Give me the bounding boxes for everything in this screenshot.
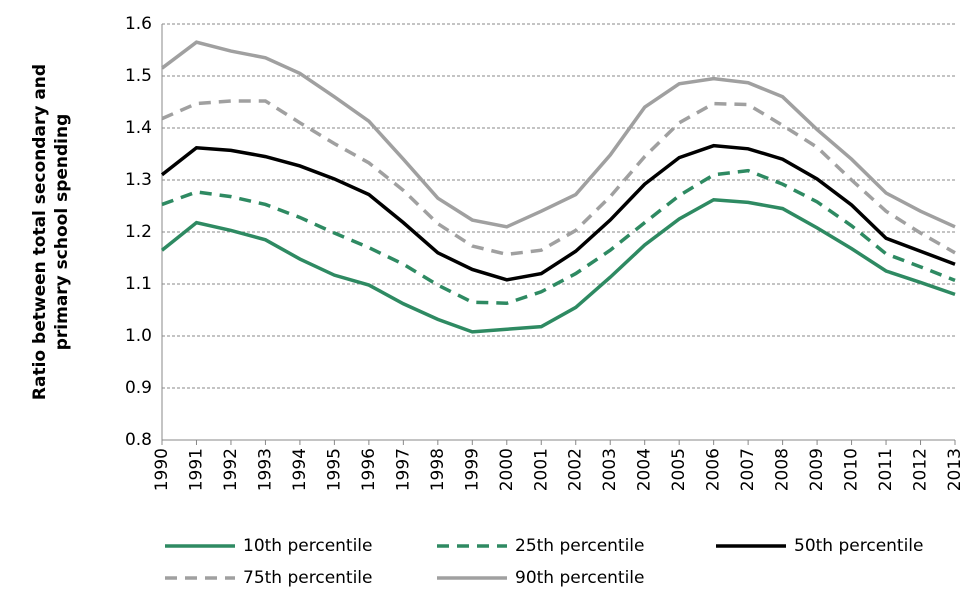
y-tick-label: 1.6 (125, 14, 152, 34)
series-line (161, 99, 956, 257)
x-tick-label: 2013 (945, 448, 965, 491)
x-tick-label: 1995 (324, 448, 344, 491)
x-tick-label: 2000 (497, 448, 517, 491)
y-tick-label: 1.2 (125, 222, 152, 242)
x-tick-label: 2011 (876, 448, 896, 491)
series-line (161, 168, 956, 305)
x-tick-label: 1994 (290, 448, 310, 491)
legend-label: 90th percentile (515, 568, 645, 588)
x-tick-label: 1996 (359, 448, 379, 491)
x-tick-label: 1990 (152, 448, 172, 491)
series-line (160, 143, 956, 282)
series-line (160, 40, 956, 229)
y-tick-label: 1.1 (125, 274, 152, 294)
x-tick-label: 2012 (911, 448, 931, 491)
legend-label: 50th percentile (794, 536, 924, 556)
x-tick-label: 2009 (807, 448, 827, 491)
y-tick-label: 1.5 (125, 66, 152, 86)
y-axis-title: Ratio between total secondary and (30, 64, 50, 400)
x-tick-label: 1992 (221, 448, 241, 491)
series-line (160, 197, 956, 334)
y-axis-title: primary school spending (52, 114, 72, 351)
x-tick-label: 2006 (704, 448, 724, 491)
legend-label: 10th percentile (243, 536, 373, 556)
y-tick-label: 1.4 (125, 118, 152, 138)
y-tick-label: 0.8 (125, 430, 152, 450)
x-tick-label: 2004 (635, 448, 655, 491)
x-tick-label: 1991 (186, 448, 206, 491)
x-tick-label: 2001 (531, 448, 551, 491)
x-tick-label: 1999 (462, 448, 482, 491)
x-tick-label: 2010 (842, 448, 862, 491)
x-tick-label: 1998 (428, 448, 448, 491)
x-tick-label: 2002 (566, 448, 586, 491)
y-tick-label: 1.3 (125, 170, 152, 190)
x-tick-label: 2007 (738, 448, 758, 491)
y-tick-label: 0.9 (125, 378, 152, 398)
x-tick-label: 2008 (773, 448, 793, 491)
y-tick-label: 1.0 (125, 326, 152, 346)
x-tick-label: 2003 (600, 448, 620, 491)
legend-label: 75th percentile (243, 568, 373, 588)
legend-label: 25th percentile (515, 536, 645, 556)
x-tick-label: 1993 (255, 448, 275, 491)
x-tick-label: 1997 (393, 448, 413, 491)
x-tick-label: 2005 (669, 448, 689, 491)
